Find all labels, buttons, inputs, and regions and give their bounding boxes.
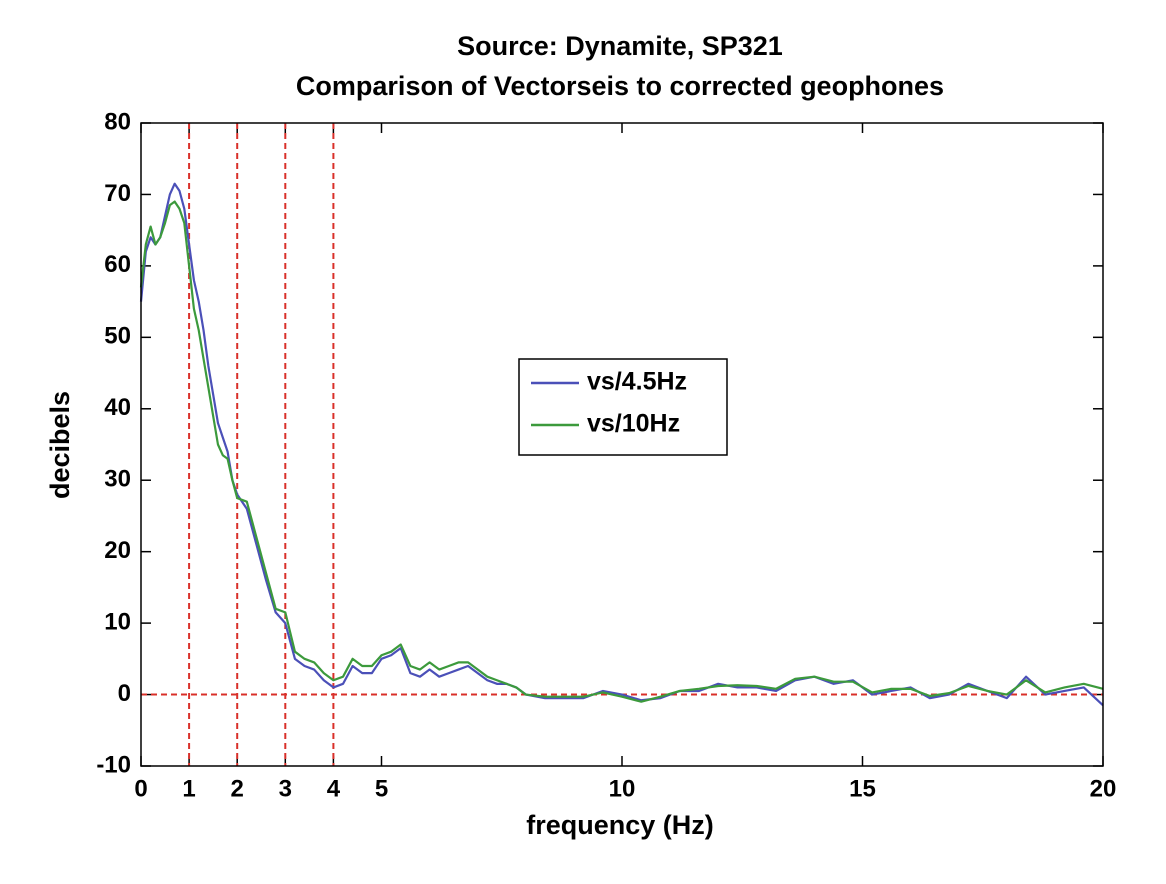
x-axis-label: frequency (Hz) [526,810,714,840]
chart-title: Source: Dynamite, SP321 [457,31,783,61]
x-tick-label: 3 [279,775,292,802]
x-tick-label: 2 [231,775,244,802]
y-tick-label: 30 [104,466,131,493]
y-tick-label: 70 [104,180,131,207]
x-tick-label: 4 [327,775,341,802]
legend-label: vs/4.5Hz [587,368,687,396]
x-tick-label: 15 [849,775,876,802]
legend-box [518,358,728,456]
y-tick-label: 60 [104,251,131,278]
data-line [139,200,1104,703]
x-tick-label: 0 [134,775,147,802]
y-tick-label: 0 [118,680,131,707]
plot-frame [140,122,1104,767]
x-tick-label: 10 [609,775,636,802]
y-tick-label: 10 [104,608,131,635]
y-tick-label: 20 [104,537,131,564]
y-tick-label: 80 [104,108,131,135]
y-axis-label: decibels [45,391,75,499]
y-tick-label: -10 [96,751,131,778]
x-tick-label: 5 [375,775,388,802]
y-tick-label: 50 [104,323,131,350]
y-tick-label: 40 [104,394,131,421]
x-tick-label: 1 [182,775,195,802]
chart-subtitle: Comparison of Vectorseis to corrected ge… [296,71,944,101]
x-tick-label: 20 [1090,775,1117,802]
legend-label: vs/10Hz [587,410,680,438]
